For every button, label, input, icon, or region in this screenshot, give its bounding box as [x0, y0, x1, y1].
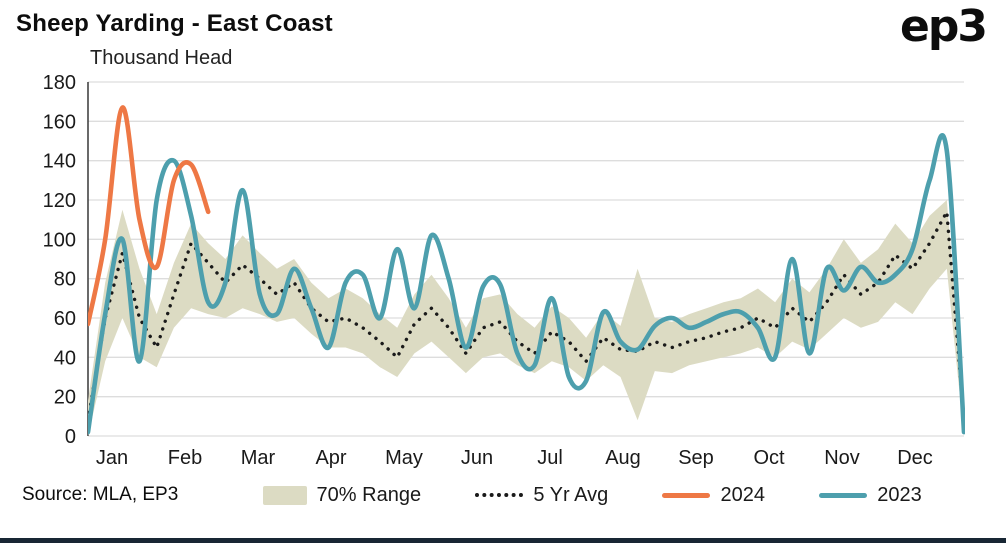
legend-item-2023: 2023	[819, 484, 922, 507]
svg-text:May: May	[385, 447, 423, 469]
chart-subtitle: Thousand Head	[90, 47, 233, 69]
chart-plot-area: 0 20 40 60 80 100 120 140 160 180 Jan Feb Mar Apr May J…	[43, 72, 965, 469]
svg-text:0: 0	[65, 426, 76, 448]
svg-text:Apr: Apr	[315, 447, 346, 469]
legend-item-2024: 2024	[662, 484, 765, 507]
svg-text:Dec: Dec	[897, 447, 933, 469]
svg-text:Feb: Feb	[168, 447, 202, 469]
svg-text:80: 80	[54, 269, 76, 291]
svg-text:Sep: Sep	[678, 447, 714, 469]
bottom-accent-bar	[0, 538, 1006, 543]
svg-text:40: 40	[54, 347, 76, 369]
svg-text:100: 100	[43, 229, 76, 251]
ep3-logo: ep3	[900, 1, 988, 52]
svg-text:Jun: Jun	[461, 447, 493, 469]
svg-text:20: 20	[54, 387, 76, 409]
legend-item-range: 70% Range	[262, 483, 422, 507]
legend-label-2024: 2024	[720, 483, 765, 506]
svg-text:Oct: Oct	[753, 447, 785, 469]
legend-label-2023: 2023	[877, 483, 922, 506]
svg-text:Nov: Nov	[824, 447, 860, 469]
chart-header: Sheep Yarding - East Coast ep3	[0, 0, 1006, 52]
avg-dotted-swatch	[475, 493, 524, 497]
svg-text:140: 140	[43, 151, 76, 173]
legend-label-range: 70% Range	[316, 483, 422, 506]
chart-title: Sheep Yarding - East Coast	[16, 10, 333, 37]
svg-text:Aug: Aug	[605, 447, 641, 469]
svg-text:160: 160	[43, 111, 76, 133]
legend-label-avg: 5 Yr Avg	[533, 483, 609, 506]
source-text: Source: MLA, EP3	[22, 484, 179, 505]
range-band-swatch	[262, 485, 307, 505]
chart-footer: Source: MLA, EP3 70% Range 5 Yr Avg 2024…	[0, 470, 1006, 518]
line-2024-swatch	[662, 492, 711, 498]
svg-text:60: 60	[54, 308, 76, 330]
line-2023-swatch	[819, 492, 868, 498]
svg-text:120: 120	[43, 190, 76, 212]
svg-text:Mar: Mar	[241, 447, 276, 469]
svg-text:180: 180	[43, 72, 76, 94]
svg-text:Jul: Jul	[537, 447, 563, 469]
svg-text:Jan: Jan	[96, 447, 128, 469]
legend: 70% Range 5 Yr Avg 2024 2023	[208, 484, 976, 507]
legend-item-avg: 5 Yr Avg	[475, 484, 608, 507]
